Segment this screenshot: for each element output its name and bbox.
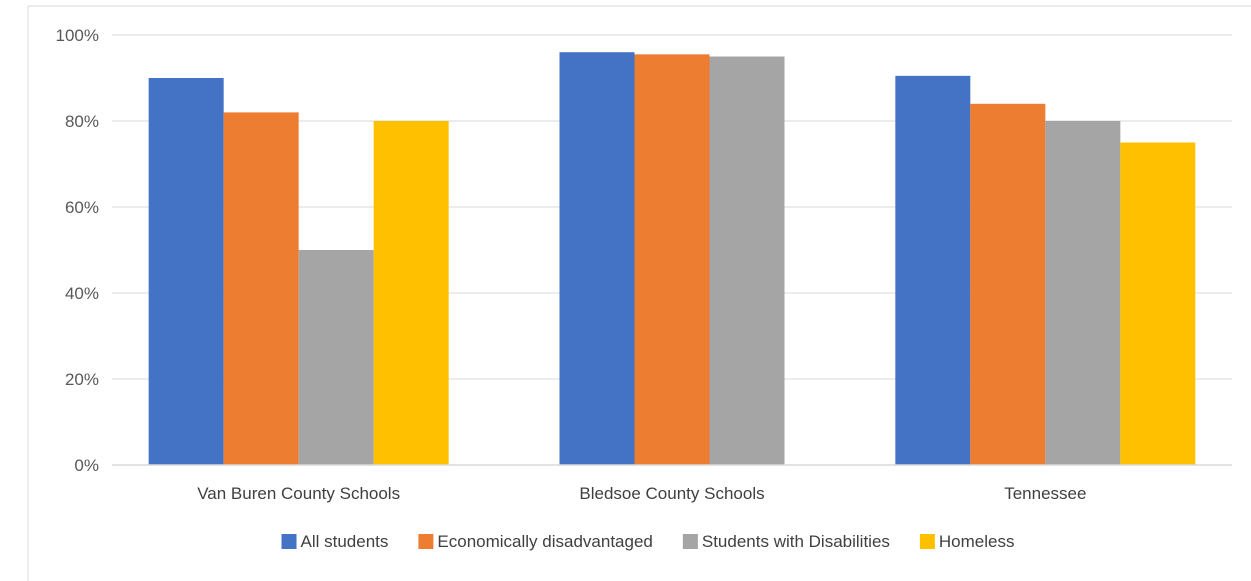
bar-homeless bbox=[373, 121, 449, 465]
legend-item: Students with Disabilities bbox=[682, 532, 890, 551]
bar-students-with-disabilities bbox=[1045, 121, 1121, 465]
legend-swatch bbox=[682, 534, 698, 549]
legend-item: Economically disadvantaged bbox=[418, 532, 653, 551]
bar-all-students bbox=[895, 75, 971, 465]
legend-label: Homeless bbox=[939, 532, 1015, 551]
legend-label: All students bbox=[301, 532, 389, 551]
y-tick-label: 40% bbox=[65, 284, 99, 303]
y-tick-label: 0% bbox=[74, 456, 99, 475]
bar-students-with-disabilities bbox=[298, 250, 374, 465]
legend-swatch bbox=[919, 534, 935, 549]
bar-students-with-disabilities bbox=[709, 56, 785, 465]
x-category-label: Van Buren County Schools bbox=[197, 484, 400, 503]
y-tick-label: 20% bbox=[65, 370, 99, 389]
y-axis-tick-labels: 0% 20% 40% 60% 80% 100% bbox=[56, 26, 99, 475]
x-category-label: Tennessee bbox=[1004, 484, 1086, 503]
bar-all-students bbox=[148, 78, 224, 465]
legend-label: Economically disadvantaged bbox=[437, 532, 652, 551]
bars bbox=[148, 52, 1196, 466]
bar-homeless bbox=[1120, 142, 1196, 465]
x-category-label: Bledsoe County Schools bbox=[579, 484, 764, 503]
y-tick-label: 60% bbox=[65, 198, 99, 217]
x-axis-category-labels: Van Buren County Schools Bledsoe County S… bbox=[197, 484, 1086, 503]
legend-swatch bbox=[418, 534, 434, 549]
bar-all-students bbox=[559, 52, 635, 465]
legend-item: All students bbox=[281, 532, 389, 551]
legend: All students Economically disadvantaged St… bbox=[281, 532, 1015, 551]
y-tick-label: 100% bbox=[56, 26, 99, 45]
legend-label: Students with Disabilities bbox=[702, 532, 890, 551]
legend-swatch bbox=[281, 534, 297, 549]
y-tick-label: 80% bbox=[65, 112, 99, 131]
bar-economically-disadvantaged bbox=[970, 103, 1046, 466]
bar-economically-disadvantaged bbox=[223, 112, 299, 466]
bar-economically-disadvantaged bbox=[634, 54, 710, 465]
legend-item: Homeless bbox=[919, 532, 1015, 551]
